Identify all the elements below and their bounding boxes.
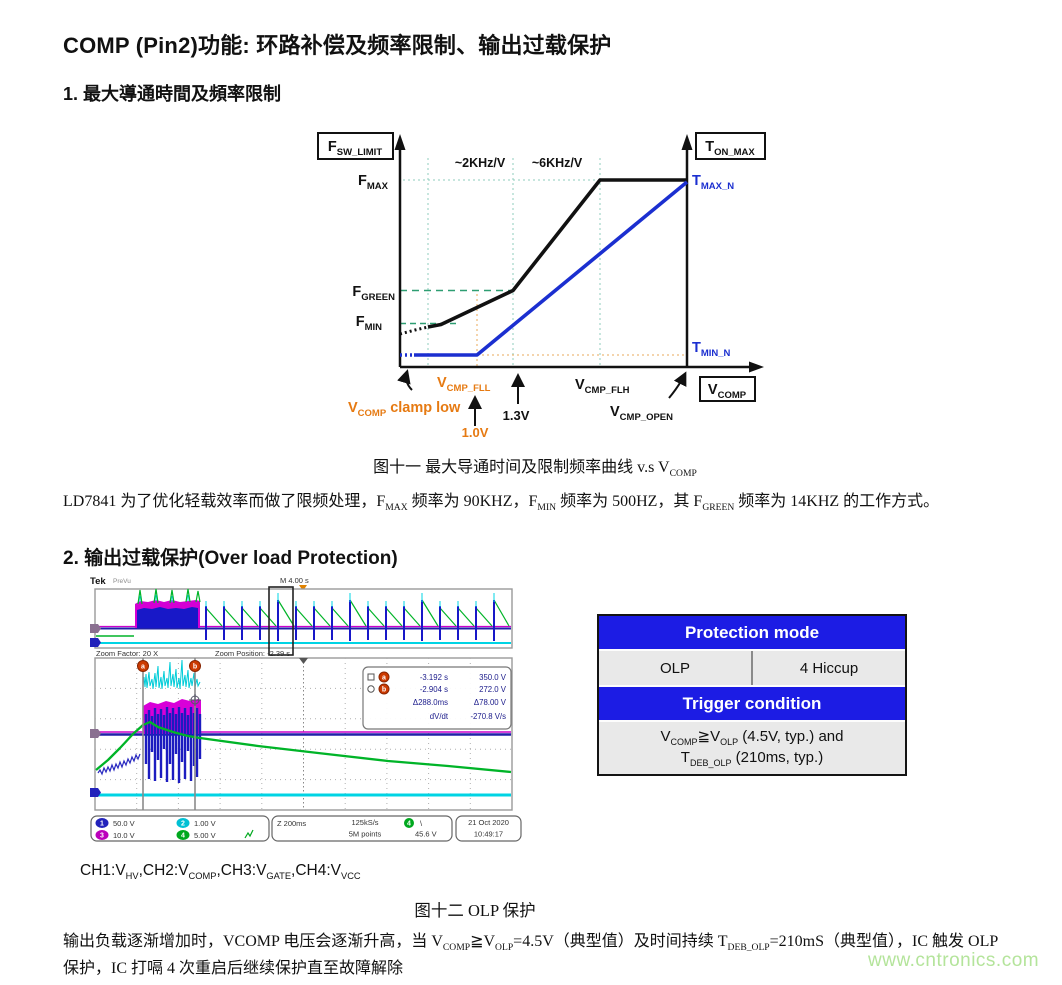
svg-text:1: 1: [100, 821, 104, 828]
section-1-heading: 1. 最大導通時間及頻率限制: [63, 84, 282, 104]
trigger-source-badge: 4: [407, 821, 411, 828]
svg-text:a: a: [382, 675, 386, 682]
voltage-1p3v-label: 1.3V: [503, 408, 530, 423]
zoom-position-label: Zoom Position: -2.39 s: [215, 649, 290, 658]
scope-date: 21 Oct 2020: [468, 818, 509, 827]
ch4-scale: 5.00 V: [194, 831, 216, 840]
fsw-limit-box: FSW_LIMIT: [317, 132, 394, 160]
zoom-region-bracket: [268, 586, 294, 656]
vcomp-noise-trace: [142, 659, 201, 690]
hiccup-blue-spikes: [205, 600, 495, 641]
zoom-timebase: Z 200ms: [277, 819, 306, 828]
scope-brand: Tek: [90, 576, 106, 587]
paragraph-frequency-limit: LD7841 为了优化轻载效率而做了限频处理，FMAX 频率为 90KHZ，FM…: [63, 493, 940, 514]
ch4-coupling-icon: [244, 829, 254, 839]
zoom-center-tick: [299, 658, 308, 664]
black-fsw-curve: [427, 178, 687, 329]
trigger-level: 45.6 V: [415, 830, 437, 839]
trigger-slope-icon: \: [420, 819, 423, 828]
figure-11-frequency-chart: FSW_LIMIT TON_MAX VCOMP FMAX FGREEN FMIN…: [317, 132, 766, 440]
vcmp-flh-label: VCMP_FLH: [575, 377, 630, 396]
cursor-a-badge: a: [141, 664, 145, 671]
ch3-scale: 10.0 V: [113, 831, 135, 840]
fmin-label: FMIN: [356, 314, 382, 333]
svg-text:3: 3: [100, 833, 104, 840]
chart-gridlines: [400, 158, 685, 367]
dvdt-value: -270.8 V/s: [470, 712, 506, 721]
datetime-box: 21 Oct 2020 10:49:17: [455, 815, 522, 842]
section-2-heading: 2. 输出过载保护(Over load Protection): [63, 548, 398, 569]
scope-main-timebase: M 4.00 s: [280, 576, 309, 585]
trigger-position-icon: [299, 585, 307, 591]
gate-burst-blue: [144, 707, 202, 783]
channel-settings-box: 1 50.0 V 2 1.00 V 3 10.0 V 4 5.00 V: [90, 815, 270, 842]
cursor-readout-box: a -3.192 s 350.0 V b -2.904 s 272.0 V Δ2…: [362, 666, 512, 730]
table-header-trigger-condition: Trigger condition: [599, 687, 905, 722]
protection-mode-table: Protection mode OLP 4 Hiccup Trigger con…: [597, 614, 907, 776]
ch1-hv-trace: [97, 753, 141, 776]
vcmp-fll-label: VCMP_FLL: [437, 375, 491, 394]
svg-text:4: 4: [181, 833, 185, 840]
scope-main-window: [90, 586, 513, 656]
cursor-b-badge: b: [193, 664, 197, 671]
ch1-scale: 50.0 V: [113, 819, 135, 828]
vcmp-open-label: VCMP_OPEN: [610, 404, 673, 423]
black-fsw-curve-dotted: [399, 325, 429, 336]
scope-time: 10:49:17: [474, 830, 503, 839]
ch1-position-marker: [90, 638, 101, 647]
cursor-a-volt: 350.0 V: [479, 673, 507, 682]
ch4-vcc-trace: [95, 720, 512, 774]
svg-text:VCOMP: VCOMP: [708, 382, 747, 401]
ch3-position-marker: [90, 624, 101, 633]
annotation-arrows: [397, 369, 687, 426]
ton-max-box: TON_MAX: [695, 132, 766, 160]
cursor-delta-time: Δ288.0ms: [413, 698, 448, 707]
sample-rate: 125kS/s: [351, 818, 378, 827]
voltage-1v-label: 1.0V: [462, 425, 489, 440]
page-title: COMP (Pin2)功能: 环路补偿及频率限制、输出过载保护: [63, 33, 612, 58]
scope-acq-mode: PreVu: [113, 578, 131, 585]
cursor-a-time: -3.192 s: [420, 673, 448, 682]
paragraph-olp: 输出负载逐渐增加时，VCOMP 电压会逐渐升高，当 VCOMP≧VOLP=4.5…: [63, 933, 998, 977]
slope-6khz-label: ~6KHz/V: [532, 156, 583, 170]
table-cell-condition: VCOMP≧VOLP (4.5V, typ.) and TDEB_OLP (210…: [599, 722, 905, 774]
slope-2khz-label: ~2KHz/V: [455, 156, 506, 170]
vcomp-axis-box: VCOMP: [699, 376, 756, 402]
hiccup-cyan-ticks: [205, 593, 495, 607]
cursor-b-time: -2.904 s: [420, 685, 448, 694]
table-cell-olp: OLP: [599, 651, 753, 685]
fgreen-label: FGREEN: [352, 284, 395, 303]
table-row-protection: OLP 4 Hiccup: [599, 651, 905, 687]
fmax-label: FMAX: [358, 173, 389, 192]
svg-text:2: 2: [181, 821, 185, 828]
cursor-crosshair-icon: [189, 694, 201, 706]
table-cell-hiccup: 4 Hiccup: [799, 660, 859, 677]
figure-12-caption: 图十二 OLP 保护: [414, 901, 536, 920]
tmax-n-label: TMAX_N: [692, 173, 734, 192]
record-length: 5M points: [349, 830, 382, 839]
svg-text:FSW_LIMIT: FSW_LIMIT: [328, 139, 382, 158]
oscilloscope-screenshot: Tek PreVu M 4.00 s Zoom Factor: 20 X Zoo…: [90, 576, 522, 842]
svg-text:TON_MAX: TON_MAX: [705, 139, 755, 158]
figure-11-caption: 图十一 最大导通时间及限制频率曲线 v.s VCOMP: [373, 459, 697, 480]
table-header-protection-mode: Protection mode: [599, 616, 905, 651]
blue-tonmax-curve: [414, 180, 689, 357]
ch2-scale: 1.00 V: [194, 819, 216, 828]
ch1-zoom-position-marker: [90, 788, 101, 797]
tmin-n-label: TMIN_N: [692, 340, 731, 359]
watermark: www.cntronics.com: [868, 950, 1040, 971]
timebase-trigger-box: Z 200ms 125kS/s 5M points 4 \ 45.6 V: [271, 815, 453, 842]
dvdt-label: dV/dt: [430, 712, 449, 721]
svg-text:b: b: [382, 687, 386, 694]
vcomp-clamp-low-label: VCOMP clamp low: [348, 400, 461, 419]
hiccup-green-ramps: [205, 599, 510, 627]
ch3-zoom-position-marker: [90, 729, 101, 738]
zoom-factor-label: Zoom Factor: 20 X: [96, 649, 158, 658]
cursor-b-volt: 272.0 V: [479, 685, 507, 694]
cursor-delta-volt: Δ78.00 V: [474, 698, 507, 707]
channel-legend-line: CH1:VHV,CH2:VCOMP,CH3:VGATE,CH4:VVCC: [80, 862, 361, 882]
